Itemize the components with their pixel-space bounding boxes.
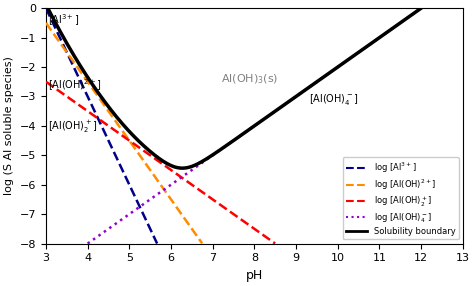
Y-axis label: log (S Al soluble species): log (S Al soluble species) xyxy=(4,56,14,195)
Legend: log [Al$^{3+}$], log [Al(OH)$^{2+}$], log [Al(OH)$_2^+$], log [Al(OH)$_4^-$], So: log [Al$^{3+}$], log [Al(OH)$^{2+}$], lo… xyxy=(343,157,459,239)
Text: [Al$^{3+}$]: [Al$^{3+}$] xyxy=(48,13,79,28)
X-axis label: pH: pH xyxy=(246,269,263,282)
Text: [Al(OH)$_2^+$]: [Al(OH)$_2^+$] xyxy=(48,118,98,135)
Text: [Al(OH)$_4^-$]: [Al(OH)$_4^-$] xyxy=(309,92,358,107)
Text: [Al(OH)$^{2+}$]: [Al(OH)$^{2+}$] xyxy=(48,77,102,93)
Text: Al(OH)$_3$(s): Al(OH)$_3$(s) xyxy=(221,73,279,86)
